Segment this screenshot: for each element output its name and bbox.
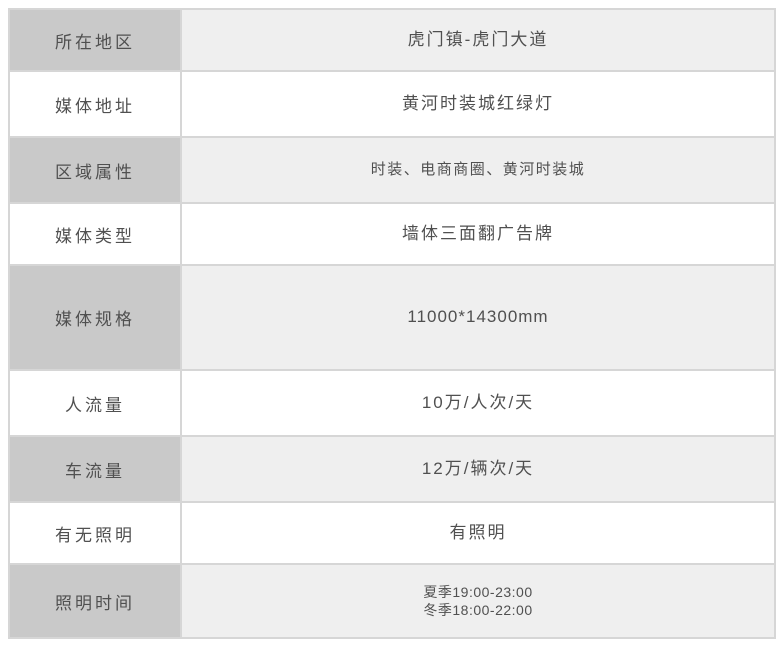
row-label: 媒体地址 — [8, 70, 182, 138]
row-label: 车流量 — [8, 435, 182, 503]
table-row-region: 所在地区 虎门镇-虎门大道 — [8, 8, 776, 72]
table-row-lighting: 有无照明 有照明 — [8, 501, 776, 565]
row-label: 照明时间 — [8, 563, 182, 639]
row-value: 黄河时装城红绿灯 — [180, 70, 776, 138]
row-value: 有照明 — [180, 501, 776, 565]
row-label: 人流量 — [8, 369, 182, 437]
table-row-area-attribute: 区域属性 时装、电商商圈、黄河时装城 — [8, 136, 776, 204]
table-row-foot-traffic: 人流量 10万/人次/天 — [8, 369, 776, 437]
table-row-vehicle-traffic: 车流量 12万/辆次/天 — [8, 435, 776, 503]
row-value: 虎门镇-虎门大道 — [180, 8, 776, 72]
row-value: 10万/人次/天 — [180, 369, 776, 437]
row-value: 时装、电商商圈、黄河时装城 — [180, 136, 776, 204]
row-value: 墙体三面翻广告牌 — [180, 202, 776, 266]
row-label: 媒体类型 — [8, 202, 182, 266]
table-row-media-size: 媒体规格 11000*14300mm — [8, 264, 776, 371]
row-label: 有无照明 — [8, 501, 182, 565]
row-label: 区域属性 — [8, 136, 182, 204]
row-label: 所在地区 — [8, 8, 182, 72]
row-value: 夏季19:00-23:00 冬季18:00-22:00 — [180, 563, 776, 639]
row-value: 11000*14300mm — [180, 264, 776, 371]
table-row-address: 媒体地址 黄河时装城红绿灯 — [8, 70, 776, 138]
row-label: 媒体规格 — [8, 264, 182, 371]
media-info-table: 所在地区 虎门镇-虎门大道 媒体地址 黄河时装城红绿灯 区域属性 时装、电商商圈… — [8, 8, 776, 639]
table-row-lighting-time: 照明时间 夏季19:00-23:00 冬季18:00-22:00 — [8, 563, 776, 639]
row-value: 12万/辆次/天 — [180, 435, 776, 503]
table-row-media-type: 媒体类型 墙体三面翻广告牌 — [8, 202, 776, 266]
